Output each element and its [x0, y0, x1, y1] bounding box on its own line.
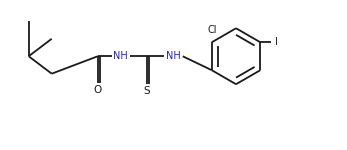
Text: Cl: Cl — [207, 25, 217, 35]
Text: O: O — [94, 85, 102, 95]
Text: S: S — [144, 86, 151, 96]
Text: I: I — [275, 37, 278, 47]
Text: NH: NH — [113, 51, 128, 61]
Text: NH: NH — [166, 51, 181, 61]
